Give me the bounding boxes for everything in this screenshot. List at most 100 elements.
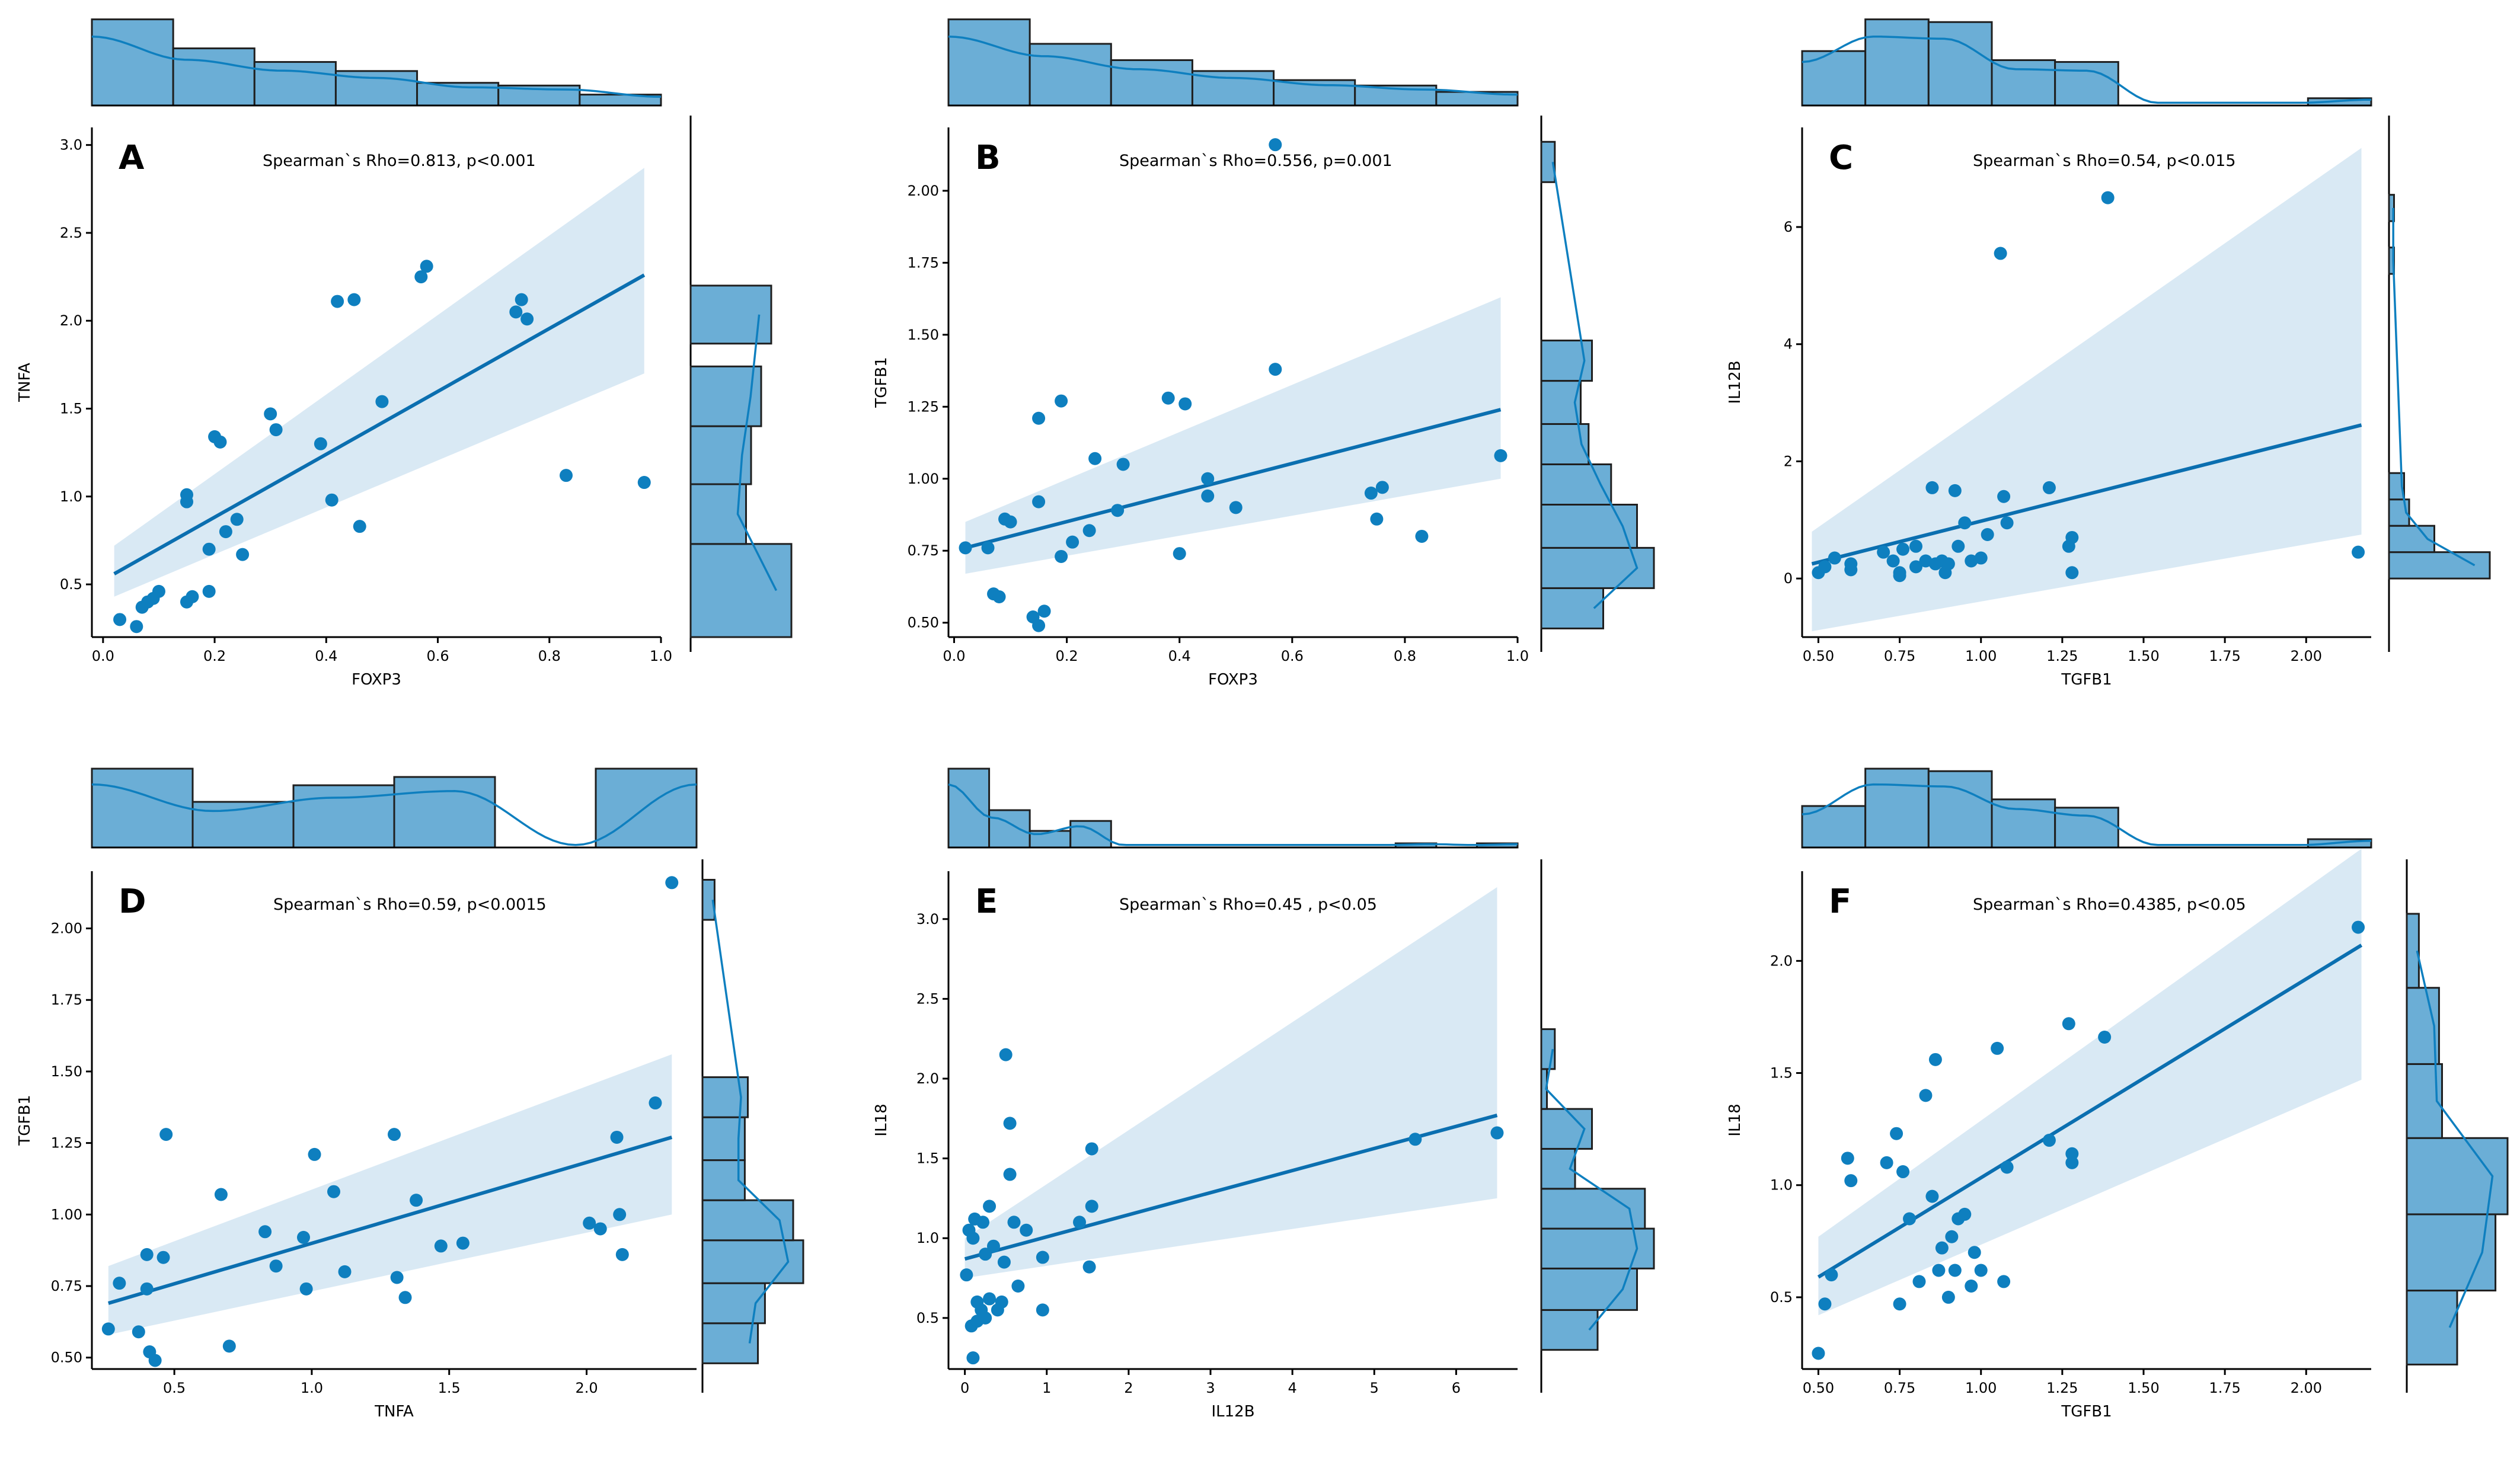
data-point — [1082, 524, 1096, 538]
data-point — [1890, 1127, 1903, 1140]
data-point — [230, 513, 244, 526]
data-point — [148, 1354, 162, 1367]
x-tick-label: 1.5 — [438, 1380, 461, 1396]
right-hist-bar — [1540, 503, 1638, 549]
data-point — [1997, 1275, 2011, 1288]
right-hist-bar — [1540, 140, 1556, 183]
y-tick-label: 0.5 — [60, 576, 82, 593]
data-point — [2065, 530, 2079, 544]
data-point — [1004, 515, 1017, 529]
y-tick-label: 2.5 — [916, 990, 939, 1007]
data-point — [1877, 545, 1890, 559]
top-marginal-histogram — [91, 767, 698, 849]
right-hist-bar — [1540, 1267, 1638, 1311]
y-tick-label: 0.5 — [916, 1310, 939, 1326]
data-point — [509, 305, 523, 319]
data-point — [2352, 920, 2365, 934]
data-point — [1880, 1156, 1893, 1169]
right-marginal-histogram — [689, 116, 793, 652]
panel-letter: E — [975, 882, 998, 921]
x-tick-label: 5 — [1370, 1380, 1379, 1396]
top-marginal-histogram — [947, 767, 1519, 849]
data-point — [1007, 1216, 1021, 1229]
data-point — [202, 542, 216, 556]
data-point — [2101, 191, 2115, 204]
x-tick-label: 0.0 — [92, 648, 114, 664]
y-tick-label: 1.5 — [60, 400, 82, 417]
data-point — [1818, 560, 1832, 574]
y-axis-label: IL18 — [1726, 1104, 1744, 1136]
data-point — [1925, 481, 1939, 494]
top-hist-bar — [334, 70, 419, 107]
top-hist-bar — [1110, 59, 1193, 107]
data-point — [1032, 411, 1046, 425]
data-point — [997, 1255, 1011, 1269]
data-point — [1965, 1280, 1978, 1293]
spearman-annotation: Spearman`s Rho=0.45 , p<0.05 — [1119, 895, 1377, 914]
panel-letter: F — [1829, 882, 1851, 921]
right-kde-curve — [2416, 950, 2494, 1328]
data-point — [1088, 452, 1102, 465]
x-axis-label: TNFA — [374, 1403, 414, 1421]
x-tick-label: 6 — [1452, 1380, 1461, 1396]
y-tick-label: 4 — [1784, 336, 1793, 353]
data-point — [560, 469, 573, 482]
top-marginal-histogram — [91, 18, 662, 107]
right-hist-bar — [689, 365, 762, 427]
top-hist-bar — [1927, 770, 1993, 849]
data-point — [983, 1292, 996, 1306]
y-tick-label: 1.00 — [908, 471, 939, 487]
data-point — [113, 613, 127, 626]
data-point — [269, 1259, 283, 1273]
data-point — [156, 1250, 170, 1264]
data-point — [966, 1351, 980, 1365]
y-axis-label: TNFA — [16, 363, 34, 402]
data-point — [1364, 487, 1378, 500]
data-point — [152, 584, 165, 598]
data-point — [959, 541, 972, 555]
data-point — [353, 520, 366, 533]
data-point — [1011, 1280, 1025, 1293]
data-point — [615, 1248, 629, 1261]
x-axis-label: IL12B — [1211, 1403, 1254, 1421]
x-tick-label: 1.50 — [2128, 648, 2159, 664]
x-tick-label: 1.0 — [650, 648, 672, 664]
data-point — [1941, 1290, 1955, 1304]
data-point — [269, 423, 283, 437]
right-hist-bar — [701, 878, 716, 921]
top-marginal-histogram — [1801, 18, 2372, 107]
confidence-band — [965, 297, 1501, 574]
right-hist-bar — [2406, 1213, 2497, 1292]
y-tick-label: 1.50 — [51, 1063, 82, 1080]
x-tick-label: 2.00 — [2291, 648, 2322, 664]
x-tick-label: 0.2 — [203, 648, 226, 664]
y-tick-label: 0.50 — [51, 1349, 82, 1366]
data-point — [1032, 495, 1046, 508]
regression-line — [964, 408, 1502, 550]
y-axis-label: TGFB1 — [16, 1095, 34, 1146]
data-point — [2000, 1160, 2014, 1174]
data-point — [297, 1230, 310, 1244]
x-tick-label: 1.0 — [301, 1380, 323, 1396]
data-point — [308, 1147, 321, 1161]
top-hist-bar — [1864, 18, 1930, 107]
data-point — [2065, 566, 2079, 580]
top-hist-bar — [393, 776, 496, 849]
data-point — [1111, 504, 1125, 517]
top-marginal-histogram — [947, 18, 1519, 107]
data-point — [1415, 529, 1429, 543]
y-axis-label: IL12B — [1726, 360, 1744, 404]
top-hist-bar — [1029, 43, 1112, 107]
regression-line — [113, 273, 646, 575]
y-tick-label: 3.0 — [60, 137, 82, 153]
panel-f: 0.50 0.75 1.00 1.25 1.50 1.75 2.00 0.5 1.0 1.5 2.0… — [1726, 767, 2509, 1421]
data-point — [1948, 484, 1962, 497]
data-point — [1085, 1200, 1098, 1213]
x-tick-label: 0.75 — [1884, 648, 1915, 664]
y-tick-label: 1.0 — [1770, 1177, 1793, 1194]
data-point — [1893, 569, 1906, 583]
data-point — [1178, 397, 1192, 411]
data-point — [2352, 545, 2365, 559]
data-point — [2042, 1134, 2056, 1147]
x-tick-label: 1.75 — [2209, 1380, 2240, 1396]
